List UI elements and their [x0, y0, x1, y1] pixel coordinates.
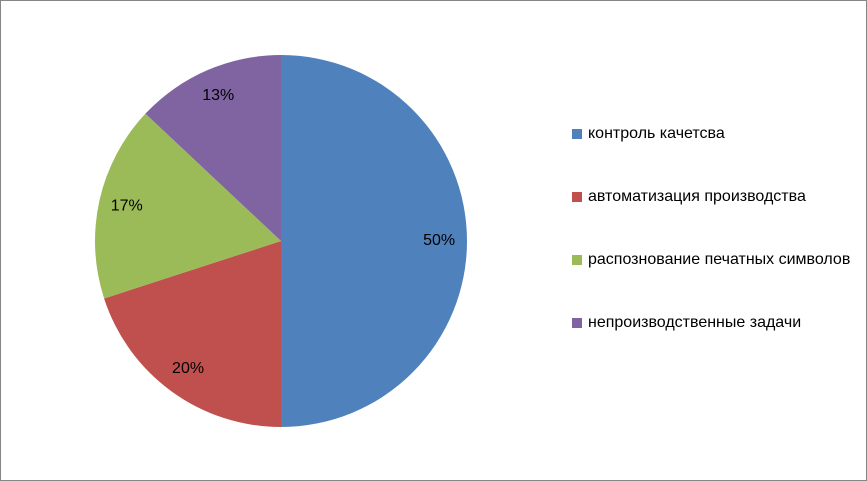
data-label: 13%	[202, 87, 234, 104]
pie-slice	[145, 55, 281, 241]
legend-swatch	[572, 192, 582, 202]
legend-swatch	[572, 255, 582, 265]
data-label: 50%	[423, 232, 455, 249]
legend-label: непроизводственные задачи	[588, 314, 802, 331]
pie-slice	[95, 113, 281, 299]
data-label: 17%	[111, 198, 143, 215]
legend-swatch	[572, 318, 582, 328]
legend-item: контроль качетсва	[572, 121, 858, 146]
legend-item: распознование печатных символов	[572, 247, 858, 272]
legend-label: контроль качетсва	[588, 125, 725, 142]
data-label: 20%	[172, 360, 204, 377]
legend-item: автоматизация производства	[572, 184, 858, 209]
pie-slice	[281, 55, 467, 427]
legend-label: распознование печатных символов	[588, 251, 851, 268]
legend-item: непроизводственные задачи	[572, 310, 858, 335]
legend-label: автоматизация производства	[588, 188, 806, 205]
pie-slice	[104, 241, 281, 427]
legend-swatch	[572, 129, 582, 139]
